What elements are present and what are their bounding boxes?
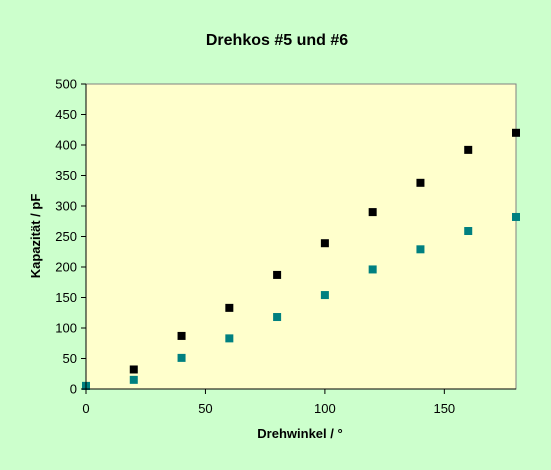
- data-point-series-2: [320, 291, 329, 300]
- data-point-series-2: [512, 212, 520, 221]
- data-point-series-1: [177, 331, 186, 340]
- data-point-series-2: [225, 334, 234, 343]
- y-axis-title: Kapazität / pF: [28, 194, 43, 279]
- x-tick-label: 150: [433, 401, 455, 416]
- y-tick-label: 350: [55, 168, 77, 183]
- y-tick-label: 450: [55, 107, 77, 122]
- chart-title: Drehkos #5 und #6: [206, 32, 348, 49]
- y-tick-label: 150: [55, 290, 77, 305]
- x-tick-label: 0: [82, 401, 89, 416]
- data-point-series-2: [177, 353, 186, 362]
- y-tick-label: 500: [55, 77, 77, 92]
- y-tick-label: 300: [55, 199, 77, 214]
- y-tick-label: 50: [63, 351, 77, 366]
- data-point-series-1: [320, 239, 329, 248]
- data-point-series-2: [129, 375, 138, 384]
- x-tick-label: 50: [198, 401, 212, 416]
- data-point-series-2: [464, 227, 473, 236]
- data-point-series-1: [368, 208, 377, 217]
- x-tick-label: 100: [314, 401, 336, 416]
- data-point-series-1: [225, 303, 234, 312]
- data-point-series-1: [512, 128, 520, 137]
- y-tick-label: 100: [55, 321, 77, 336]
- data-point-series-2: [368, 265, 377, 274]
- data-point-series-2: [416, 245, 425, 254]
- data-point-series-1: [416, 178, 425, 187]
- data-point-series-1: [464, 145, 473, 154]
- y-tick-label: 250: [55, 229, 77, 244]
- plot-area: [85, 83, 517, 390]
- data-point-series-1: [273, 270, 282, 279]
- y-tick-label: 400: [55, 138, 77, 153]
- data-point-series-2: [273, 313, 282, 322]
- data-point-series-1: [129, 365, 138, 374]
- x-axis-title: Drehwinkel / °: [257, 426, 342, 441]
- y-tick-label: 0: [70, 382, 77, 397]
- y-tick-label: 200: [55, 260, 77, 275]
